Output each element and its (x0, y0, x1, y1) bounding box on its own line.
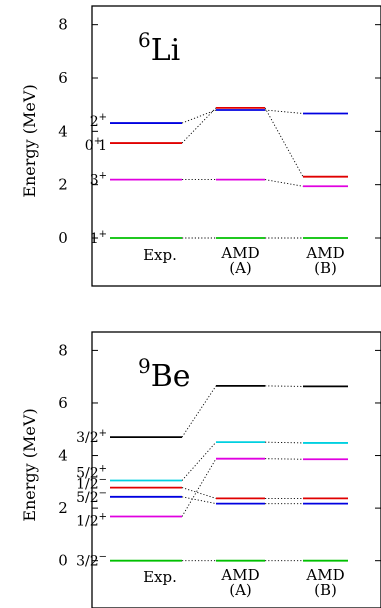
level-label: 1/2− (76, 475, 107, 493)
y-axis-label: Energy (MeV) (20, 408, 39, 521)
y-tick-label: 8 (58, 341, 68, 359)
y-tick-label: 0 (58, 552, 68, 570)
nucleus-symbol: Li (151, 33, 181, 68)
column-label-amdA: AMD (220, 244, 259, 262)
nucleus-title: 6Li (138, 28, 180, 68)
level-label-parity: − (99, 488, 107, 499)
level-label: 1/2+ (76, 512, 107, 530)
level-connector (264, 179, 304, 187)
level-label-value: 3/2 (76, 430, 99, 446)
level-connector (264, 107, 304, 177)
column-label-amdA: (A) (229, 259, 252, 277)
level-label-parity: + (99, 229, 107, 240)
level-label: 0+1 (85, 136, 107, 154)
plot-frame (91, 331, 381, 608)
level-label-parity: − (99, 552, 107, 563)
y-axis-label: Energy (MeV) (20, 84, 39, 197)
level-label-value: 5/2 (76, 466, 99, 482)
level-label-parity: + (99, 171, 107, 182)
column-label-amdB: (B) (314, 259, 337, 277)
level-label: 3/2+ (76, 428, 107, 446)
column-label-exp: Exp. (143, 246, 177, 264)
column-label-amdB: AMD (305, 566, 344, 584)
y-tick-label: 6 (58, 69, 68, 87)
level-label-parity: + (99, 464, 107, 475)
level-connector (181, 107, 217, 144)
y-tick-label: 4 (58, 122, 68, 140)
y-tick-label: 8 (58, 16, 68, 34)
level-label: 3/2− (76, 552, 107, 570)
column-label-amdB: AMD (305, 244, 344, 262)
level-label-value: 3/2 (76, 554, 99, 570)
level-connector (181, 109, 217, 124)
level-label: 1+ (90, 229, 107, 247)
column-label-amdA: AMD (220, 566, 259, 584)
level-connector (264, 441, 304, 444)
level-label: 2+ (90, 112, 107, 130)
level-label-value: 5/2 (76, 490, 99, 506)
level-connector (181, 441, 217, 481)
level-label-value: 1/2 (76, 477, 99, 493)
plot-frame (91, 5, 381, 287)
level-connector (264, 385, 304, 387)
level-label: 5/2− (76, 488, 107, 506)
level-label-value: 1/2 (76, 514, 99, 530)
level-connector (264, 109, 304, 114)
level-connector (181, 496, 217, 505)
level-label-value: 0 (85, 138, 94, 154)
level-connector (181, 385, 217, 438)
y-tick-label: 4 (58, 447, 68, 465)
level-label-parity: + (99, 112, 107, 123)
nucleus-mass: 9 (138, 354, 151, 378)
nucleus-title: 9Be (138, 354, 191, 394)
y-tick-label: 0 (58, 229, 68, 247)
y-tick-label: 2 (58, 499, 68, 517)
level-label-index: 1 (98, 138, 107, 154)
level-label-parity: + (99, 428, 107, 439)
level-label-value: 1 (90, 231, 99, 247)
y-tick-label: 2 (58, 176, 68, 194)
nucleus-symbol: Be (151, 359, 191, 394)
y-tick-label: 6 (58, 394, 68, 412)
level-label-parity: + (94, 136, 102, 147)
level-label-value: 3 (90, 173, 99, 189)
level-label: 3+ (90, 171, 107, 189)
column-label-amdA: (A) (229, 581, 252, 599)
level-connector (264, 458, 304, 460)
level-connector (181, 487, 217, 499)
level-label: 5/2+ (76, 464, 107, 482)
level-connector (181, 458, 217, 517)
level-label-parity: + (99, 512, 107, 523)
level-label-value: 2 (90, 114, 99, 130)
level-label-parity: − (99, 475, 107, 486)
column-label-exp: Exp. (143, 568, 177, 586)
nucleus-mass: 6 (138, 28, 151, 52)
column-label-amdB: (B) (314, 581, 337, 599)
